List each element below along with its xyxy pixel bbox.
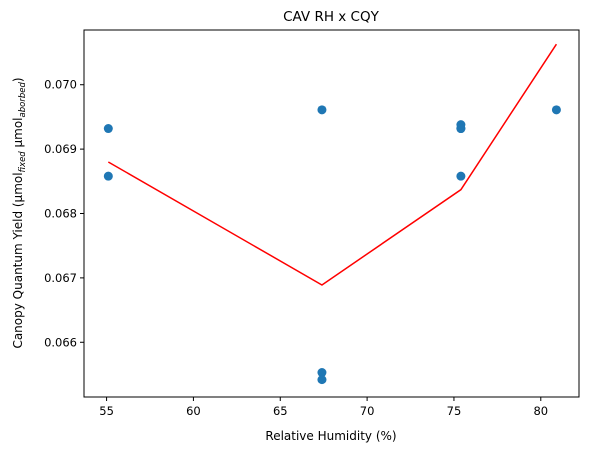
y-axis: 0.066 0.067 0.068 0.069 0.070 xyxy=(44,78,84,349)
data-point xyxy=(456,124,466,134)
x-tick-label: 75 xyxy=(447,404,462,418)
y-axis-label-sub2: aborbed xyxy=(18,82,28,118)
y-axis-label-main: Canopy Quantum Yield (µmol xyxy=(11,172,25,348)
data-point xyxy=(317,375,327,385)
data-point xyxy=(103,124,113,134)
plot-area xyxy=(103,43,561,385)
y-axis-label-mid: µmol xyxy=(11,117,25,151)
x-tick-label: 65 xyxy=(273,404,288,418)
y-axis-label-sub1: fixed xyxy=(18,151,28,173)
y-tick-label: 0.066 xyxy=(44,335,77,349)
fit-line xyxy=(107,43,558,286)
data-point xyxy=(103,171,113,181)
plot-frame xyxy=(83,29,580,398)
y-axis-label: Canopy Quantum Yield (µmolfixed µmolabor… xyxy=(11,77,28,348)
y-tick-label: 0.068 xyxy=(44,207,77,221)
data-point xyxy=(317,368,327,378)
y-tick-label: 0.070 xyxy=(44,78,77,92)
chart-title: CAV RH x CQY xyxy=(283,9,379,25)
data-point xyxy=(551,105,561,115)
x-tick-label: 80 xyxy=(533,404,548,418)
x-tick-label: 60 xyxy=(186,404,201,418)
data-point xyxy=(317,105,327,115)
x-tick-label: 55 xyxy=(99,404,114,418)
x-axis: 55 60 65 70 75 80 xyxy=(99,397,548,418)
y-axis-label-end: ) xyxy=(11,77,25,82)
y-tick-label: 0.067 xyxy=(44,271,77,285)
x-tick-label: 70 xyxy=(360,404,375,418)
x-axis-label: Relative Humidity (%) xyxy=(265,429,396,443)
y-tick-label: 0.069 xyxy=(44,142,77,156)
data-point xyxy=(456,171,466,181)
